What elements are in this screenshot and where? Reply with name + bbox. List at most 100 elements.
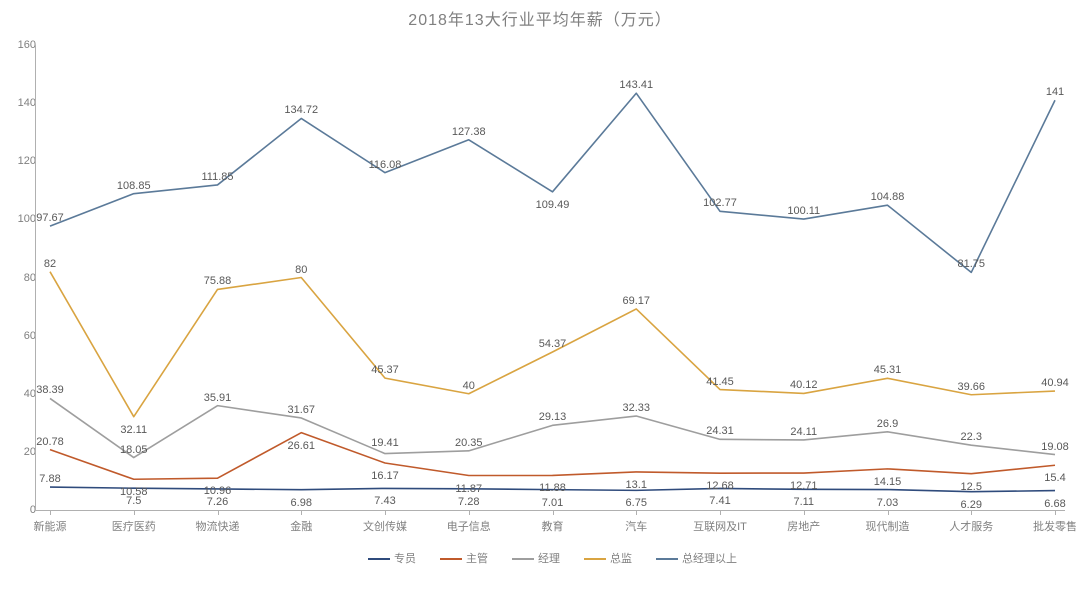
legend-label: 主管 bbox=[466, 553, 488, 565]
data-label: 143.41 bbox=[619, 79, 653, 91]
data-label: 40.12 bbox=[790, 379, 818, 391]
legend-item: 专员 bbox=[368, 550, 416, 566]
x-tick-label: 物流快递 bbox=[196, 518, 240, 534]
x-tick-mark bbox=[553, 510, 554, 515]
data-label: 54.37 bbox=[539, 338, 567, 350]
x-tick-mark bbox=[218, 510, 219, 515]
data-label: 32.11 bbox=[120, 424, 147, 436]
plot-area: 020406080100120140160新能源医疗医药物流快递金融文创传媒电子… bbox=[40, 35, 1065, 565]
y-tick-label: 120 bbox=[10, 155, 36, 167]
data-label: 116.08 bbox=[369, 158, 402, 170]
y-tick-label: 20 bbox=[10, 446, 36, 458]
legend-item: 总监 bbox=[584, 550, 632, 566]
data-label: 109.49 bbox=[536, 199, 570, 211]
data-label: 39.66 bbox=[957, 381, 985, 393]
x-tick-mark bbox=[469, 510, 470, 515]
legend-swatch bbox=[440, 558, 462, 560]
data-label: 141 bbox=[1046, 86, 1064, 98]
legend-swatch bbox=[368, 558, 390, 560]
y-tick-label: 100 bbox=[10, 213, 36, 225]
data-label: 6.68 bbox=[1044, 498, 1065, 510]
legend-item: 主管 bbox=[440, 550, 488, 566]
y-tick-label: 160 bbox=[10, 39, 36, 51]
data-label: 10.58 bbox=[120, 486, 148, 498]
data-label: 11.87 bbox=[455, 483, 482, 495]
data-label: 40 bbox=[463, 380, 475, 392]
data-label: 82 bbox=[44, 257, 56, 269]
data-label: 41.45 bbox=[706, 375, 734, 387]
data-label: 40.94 bbox=[1041, 377, 1069, 389]
data-label: 6.98 bbox=[291, 497, 312, 509]
series-line bbox=[50, 398, 1055, 457]
chart-title: 2018年13大行业平均年薪（万元） bbox=[0, 6, 1080, 30]
data-label: 35.91 bbox=[204, 391, 232, 403]
data-label: 26.61 bbox=[287, 440, 315, 452]
data-label: 20.78 bbox=[36, 435, 64, 447]
x-tick-mark bbox=[301, 510, 302, 515]
data-label: 24.11 bbox=[790, 426, 817, 438]
data-label: 11.88 bbox=[539, 482, 566, 494]
x-tick-mark bbox=[636, 510, 637, 515]
x-tick-label: 人才服务 bbox=[949, 518, 993, 534]
data-label: 134.72 bbox=[284, 104, 318, 116]
data-label: 7.11 bbox=[793, 496, 814, 508]
data-label: 12.71 bbox=[790, 480, 818, 492]
data-label: 13.1 bbox=[626, 479, 647, 491]
x-tick-mark bbox=[888, 510, 889, 515]
data-label: 108.85 bbox=[117, 179, 151, 191]
y-tick-label: 0 bbox=[10, 504, 36, 516]
legend-label: 专员 bbox=[394, 553, 416, 565]
data-label: 45.31 bbox=[874, 364, 902, 376]
x-tick-label: 房地产 bbox=[787, 518, 820, 534]
data-label: 29.13 bbox=[539, 411, 567, 423]
legend-swatch bbox=[584, 558, 606, 560]
data-label: 6.29 bbox=[961, 499, 982, 511]
x-tick-label: 电子信息 bbox=[447, 518, 491, 534]
data-label: 18.05 bbox=[120, 443, 148, 455]
data-label: 7.03 bbox=[877, 497, 898, 509]
data-label: 111.85 bbox=[201, 171, 233, 183]
data-label: 7.43 bbox=[374, 495, 395, 507]
x-tick-mark bbox=[720, 510, 721, 515]
data-label: 7.26 bbox=[207, 496, 228, 508]
data-label: 38.39 bbox=[36, 384, 64, 396]
data-label: 19.41 bbox=[371, 436, 399, 448]
data-label: 69.17 bbox=[622, 295, 650, 307]
data-label: 75.88 bbox=[204, 275, 232, 287]
data-label: 12.68 bbox=[706, 480, 734, 492]
series-line bbox=[50, 93, 1055, 272]
data-label: 15.4 bbox=[1044, 472, 1065, 484]
data-label: 7.88 bbox=[39, 473, 60, 485]
x-tick-label: 互联网及IT bbox=[693, 518, 747, 534]
y-tick-label: 140 bbox=[10, 97, 36, 109]
data-label: 80 bbox=[295, 263, 307, 275]
y-tick-label: 80 bbox=[10, 272, 36, 284]
legend-item: 总经理以上 bbox=[656, 550, 737, 566]
y-tick-label: 40 bbox=[10, 388, 36, 400]
data-label: 12.5 bbox=[961, 481, 982, 493]
x-tick-label: 教育 bbox=[542, 518, 564, 534]
x-tick-mark bbox=[50, 510, 51, 515]
legend-swatch bbox=[656, 558, 678, 560]
x-axis-line bbox=[35, 510, 1065, 511]
x-tick-mark bbox=[134, 510, 135, 515]
x-tick-label: 新能源 bbox=[34, 518, 67, 534]
x-tick-label: 批发零售 bbox=[1033, 518, 1077, 534]
data-label: 127.38 bbox=[452, 126, 486, 138]
legend-swatch bbox=[512, 558, 534, 560]
x-tick-label: 金融 bbox=[290, 518, 312, 534]
x-tick-mark bbox=[1055, 510, 1056, 515]
x-tick-mark bbox=[385, 510, 386, 515]
data-label: 104.88 bbox=[871, 191, 905, 203]
data-label: 81.75 bbox=[957, 258, 985, 270]
data-label: 19.08 bbox=[1041, 440, 1069, 452]
data-label: 7.28 bbox=[458, 496, 479, 508]
legend-label: 总监 bbox=[610, 553, 632, 565]
data-label: 97.67 bbox=[36, 212, 64, 224]
data-label: 7.01 bbox=[542, 497, 563, 509]
legend-item: 经理 bbox=[512, 550, 560, 566]
data-label: 102.77 bbox=[703, 197, 737, 209]
legend: 专员 主管 经理 总监 总经理以上 bbox=[40, 550, 1065, 566]
data-label: 100.11 bbox=[787, 205, 820, 217]
data-label: 7.41 bbox=[709, 495, 730, 507]
